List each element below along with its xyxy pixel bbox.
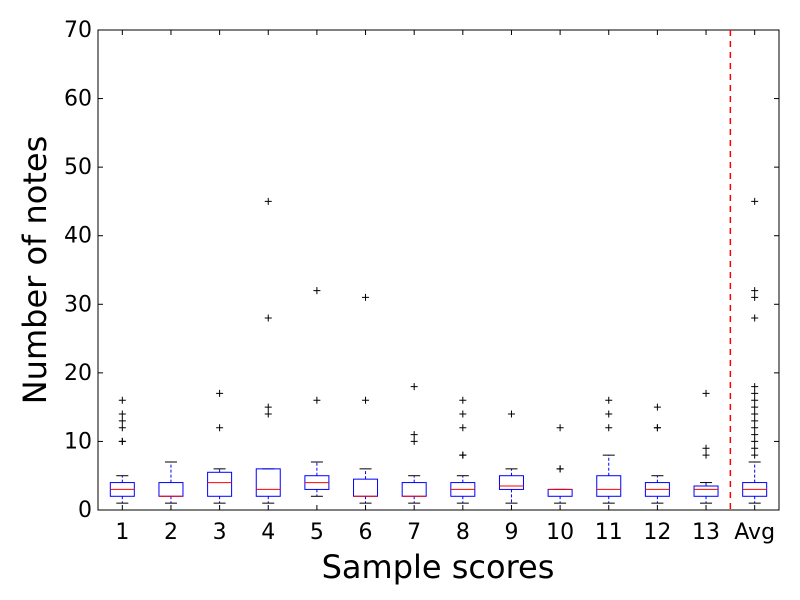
box-12 — [644, 403, 670, 504]
y-axis: 0 10 20 30 40 50 60 70 — [64, 18, 779, 523]
outlier-point — [556, 465, 564, 473]
box-9 — [498, 410, 524, 504]
box-6 — [353, 293, 379, 504]
x-tick-label: 9 — [504, 520, 518, 545]
outlier-point — [459, 451, 467, 459]
iqr-box — [596, 475, 622, 497]
outlier-point — [118, 424, 126, 432]
x-tick-label: 4 — [261, 520, 275, 545]
outlier-point — [118, 437, 126, 445]
outlier-point — [751, 410, 759, 418]
outlier-point — [313, 287, 321, 295]
box-series — [109, 197, 768, 504]
y-tick-label: 70 — [64, 18, 92, 43]
outlier-point — [556, 424, 564, 432]
outlier-point — [751, 197, 759, 205]
outlier-point — [751, 293, 759, 301]
box-1 — [109, 396, 135, 504]
x-tick-label: 11 — [595, 520, 623, 545]
box-7 — [401, 383, 427, 504]
outlier-point — [751, 451, 759, 459]
outlier-point — [751, 389, 759, 397]
x-tick-label: Avg — [734, 520, 775, 545]
y-tick-label: 10 — [64, 429, 92, 454]
outlier-point — [653, 403, 661, 411]
x-tick-label: 1 — [115, 520, 129, 545]
outlier-point — [751, 383, 759, 391]
x-tick-label: 3 — [213, 520, 227, 545]
outlier-point — [653, 424, 661, 432]
box-10 — [547, 424, 573, 504]
outlier-point — [751, 403, 759, 411]
iqr-box — [498, 475, 524, 490]
outlier-point — [410, 437, 418, 445]
outlier-point — [459, 424, 467, 432]
outlier-point — [605, 410, 613, 418]
outlier-point — [751, 437, 759, 445]
box-11 — [596, 396, 622, 504]
outlier-point — [459, 410, 467, 418]
box-Avg — [742, 197, 768, 504]
outlier-point — [362, 293, 370, 301]
outlier-point — [751, 417, 759, 425]
x-tick-label: 2 — [164, 520, 178, 545]
x-axis-title: Sample scores — [322, 548, 555, 586]
x-tick-label: 6 — [359, 520, 373, 545]
y-tick-label: 50 — [64, 155, 92, 180]
outlier-point — [751, 431, 759, 439]
iqr-box — [693, 485, 719, 497]
y-tick-label: 60 — [64, 87, 92, 112]
x-tick-label: 13 — [692, 520, 720, 545]
y-tick-label: 0 — [78, 498, 92, 523]
x-axis: 1 2 3 4 5 6 7 8 9 10 11 12 13 Avg — [115, 30, 775, 545]
outlier-point — [362, 396, 370, 404]
outlier-point — [507, 410, 515, 418]
y-axis-title: Number of notes — [16, 136, 54, 405]
outlier-point — [702, 444, 710, 452]
iqr-box — [255, 468, 281, 497]
outlier-point — [264, 403, 272, 411]
outlier-point — [702, 389, 710, 397]
x-tick-label: 8 — [456, 520, 470, 545]
outlier-point — [264, 197, 272, 205]
outlier-point — [264, 410, 272, 418]
outlier-point — [751, 424, 759, 432]
outlier-point — [751, 314, 759, 322]
outlier-point — [216, 389, 224, 397]
y-tick-label: 20 — [64, 361, 92, 386]
outlier-point — [751, 444, 759, 452]
y-tick-label: 40 — [64, 224, 92, 249]
box-8 — [450, 396, 476, 504]
x-tick-label: 10 — [546, 520, 574, 545]
x-tick-label: 12 — [643, 520, 671, 545]
outlier-point — [264, 314, 272, 322]
outlier-point — [702, 451, 710, 459]
outlier-point — [751, 287, 759, 295]
outlier-point — [751, 396, 759, 404]
outlier-point — [410, 383, 418, 391]
outlier-point — [118, 417, 126, 425]
outlier-point — [216, 424, 224, 432]
outlier-point — [118, 396, 126, 404]
iqr-box — [207, 471, 233, 497]
outlier-point — [410, 431, 418, 439]
y-tick-label: 30 — [64, 292, 92, 317]
box-3 — [207, 389, 233, 504]
x-tick-label: 7 — [407, 520, 421, 545]
plot-area — [97, 29, 780, 511]
x-tick-label: 5 — [310, 520, 324, 545]
outlier-point — [459, 396, 467, 404]
outlier-point — [313, 396, 321, 404]
box-4 — [255, 197, 281, 504]
box-2 — [158, 461, 184, 504]
outlier-point — [605, 396, 613, 404]
outlier-point — [118, 410, 126, 418]
box-13 — [693, 389, 719, 504]
outlier-point — [605, 424, 613, 432]
box-5 — [304, 287, 330, 497]
